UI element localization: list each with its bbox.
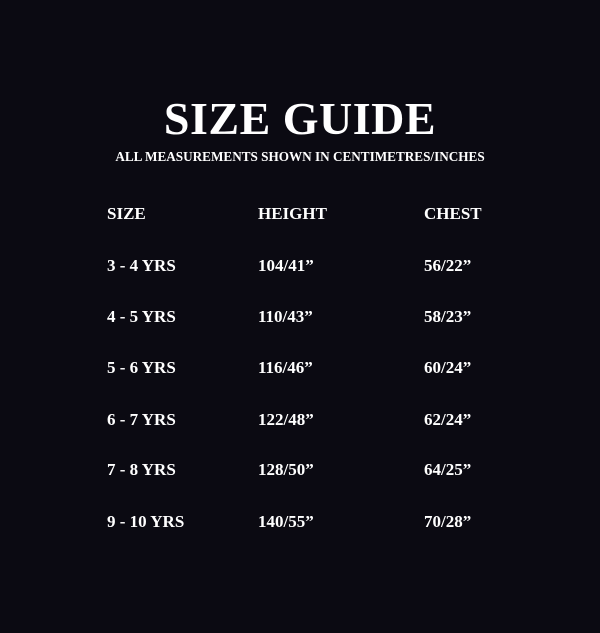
table-cell-height: 128/50”: [258, 460, 314, 479]
table-cell-chest: 64/25”: [424, 460, 472, 479]
table-cell-size: 5 - 6 YRS: [107, 358, 176, 377]
table-cell-size: 6 - 7 YRS: [107, 410, 176, 429]
table-cell-chest: 70/28”: [424, 512, 472, 531]
column-header-chest: CHEST: [424, 204, 482, 223]
table-cell-size: 4 - 5 YRS: [107, 307, 176, 326]
column-header-height: HEIGHT: [258, 204, 327, 223]
table-cell-size: 7 - 8 YRS: [107, 460, 176, 479]
table-cell-height: 140/55”: [258, 512, 314, 531]
table-cell-height: 110/43”: [258, 307, 313, 326]
table-cell-chest: 58/23”: [424, 307, 472, 326]
table-cell-chest: 62/24”: [424, 410, 472, 429]
table-cell-height: 104/41”: [258, 256, 314, 275]
table-cell-chest: 60/24”: [424, 358, 472, 377]
page-title: SIZE GUIDE: [163, 93, 437, 144]
table-cell-height: 122/48”: [258, 410, 314, 429]
table-cell-size: 3 - 4 YRS: [107, 256, 176, 275]
table-cell-height: 116/46”: [258, 358, 313, 377]
page-subtitle: ALL MEASUREMENTS SHOWN IN CENTIMETRES/IN…: [115, 149, 485, 164]
column-header-size: SIZE: [107, 204, 146, 223]
table-cell-size: 9 - 10 YRS: [107, 512, 185, 531]
table-cell-chest: 56/22”: [424, 256, 472, 275]
